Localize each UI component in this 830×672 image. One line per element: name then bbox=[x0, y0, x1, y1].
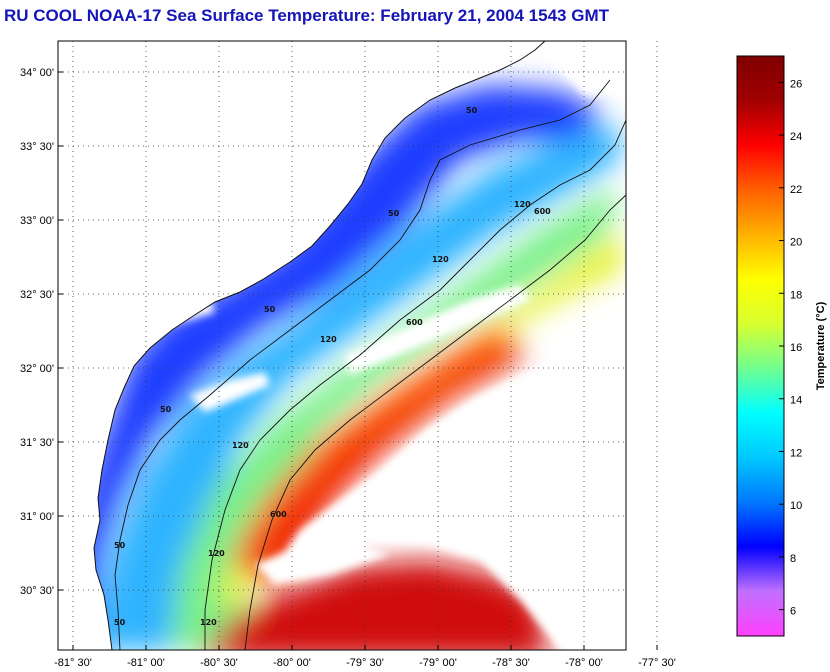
colorbar-tick-label: 8 bbox=[790, 553, 796, 565]
longitude-tick-label: -77° 30' bbox=[638, 657, 676, 669]
colorbar-tick-label: 12 bbox=[790, 447, 802, 459]
longitude-tick-labels: -81° 30' -81° 00' -80° 30' -80° 00' -79° 30'… bbox=[54, 657, 676, 669]
longitude-tick-label: -80° 30' bbox=[200, 657, 238, 669]
latitude-tick-label: 32° 30' bbox=[20, 289, 54, 301]
colorbar-ticks: 6 8 10 12 14 16 18 20 22 24 26 bbox=[779, 78, 802, 618]
sst-field: 50 50 50 50 50 50 120 120 120 120 120 12… bbox=[58, 41, 626, 650]
longitude-tick-label: -78° 00' bbox=[565, 657, 603, 669]
colorbar-tick-label: 18 bbox=[790, 289, 802, 301]
longitude-tick-label: -81° 30' bbox=[54, 657, 92, 669]
map-title: RU COOL NOAA-17 Sea Surface Temperature:… bbox=[4, 6, 609, 25]
contour-label: 50 bbox=[114, 618, 126, 627]
latitude-tick-label: 31° 30' bbox=[20, 437, 54, 449]
colorbar-tick-label: 24 bbox=[790, 131, 802, 143]
contour-label: 50 bbox=[114, 541, 126, 550]
map-panel: 50 50 50 50 50 50 120 120 120 120 120 12… bbox=[20, 40, 676, 669]
longitude-tick-label: -79° 00' bbox=[419, 657, 457, 669]
longitude-tick-label: -78° 30' bbox=[492, 657, 530, 669]
contour-label: 50 bbox=[466, 106, 478, 115]
contour-label: 600 bbox=[270, 510, 287, 519]
colorbar-gradient bbox=[736, 55, 785, 637]
isobath-600m bbox=[244, 194, 626, 650]
colorbar-tick-label: 26 bbox=[790, 78, 802, 90]
latitude-tick-label: 30° 30' bbox=[20, 585, 54, 597]
colorbar-tick-label: 14 bbox=[790, 395, 802, 407]
coastline bbox=[93, 41, 546, 650]
colorbar-tick-label: 22 bbox=[790, 184, 802, 196]
contour-label: 600 bbox=[534, 207, 551, 216]
contour-label: 120 bbox=[432, 255, 449, 264]
colorbar-tick-label: 6 bbox=[790, 606, 796, 618]
latitude-tick-label: 34° 00' bbox=[20, 67, 54, 79]
colorbar-tick-label: 10 bbox=[790, 500, 802, 512]
contour-label: 120 bbox=[232, 441, 249, 450]
isobath-50m bbox=[114, 79, 611, 650]
latitude-tick-label: 33° 30' bbox=[20, 141, 54, 153]
land-mask bbox=[58, 41, 545, 650]
contour-label: 120 bbox=[320, 335, 337, 344]
contour-label: 50 bbox=[264, 305, 276, 314]
contour-label: 120 bbox=[208, 549, 225, 558]
contour-label: 50 bbox=[388, 209, 400, 218]
colorbar-tick-label: 20 bbox=[790, 237, 802, 249]
latitude-tick-label: 33° 00' bbox=[20, 215, 54, 227]
colorbar-tick-label: 16 bbox=[790, 342, 802, 354]
longitude-tick-label: -80° 00' bbox=[273, 657, 311, 669]
colorbar-label: Temperature (°C) bbox=[815, 301, 827, 390]
longitude-tick-label: -79° 30' bbox=[346, 657, 384, 669]
isobath-120m bbox=[204, 119, 626, 650]
contour-label: 120 bbox=[514, 200, 531, 209]
map-frame bbox=[57, 40, 627, 651]
contour-label: 50 bbox=[160, 405, 172, 414]
latitude-tick-label: 31° 00' bbox=[20, 511, 54, 523]
colorbar: 6 8 10 12 14 16 18 20 22 24 26 Temperature (°C) bbox=[736, 55, 827, 637]
contour-labels: 50 50 50 50 50 50 120 120 120 120 120 12… bbox=[114, 106, 551, 627]
latitude-tick-label: 32° 00' bbox=[20, 363, 54, 375]
latitude-tick-labels: 34° 00' 33° 30' 33° 00' 32° 30' 32° 00' 31° 3… bbox=[20, 67, 54, 597]
graticule bbox=[58, 41, 658, 650]
contour-label: 600 bbox=[406, 318, 423, 327]
longitude-tick-label: -81° 00' bbox=[127, 657, 165, 669]
contour-label: 120 bbox=[200, 618, 217, 627]
